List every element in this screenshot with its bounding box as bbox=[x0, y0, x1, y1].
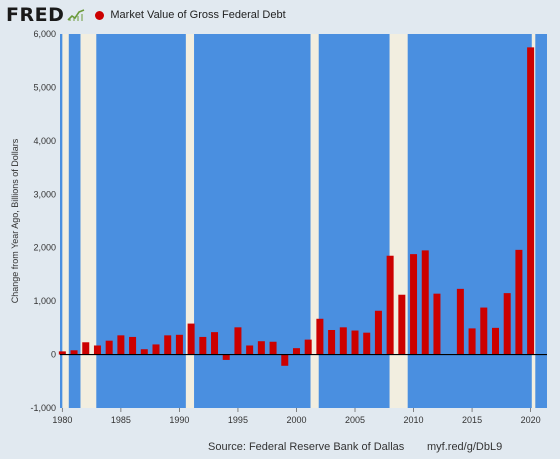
bar[interactable] bbox=[93, 345, 101, 355]
bar[interactable] bbox=[257, 341, 265, 355]
y-axis-label: Change from Year Ago, Billions of Dollar… bbox=[10, 138, 20, 303]
bar[interactable] bbox=[304, 339, 312, 355]
x-tick-label: 2005 bbox=[345, 415, 365, 425]
bar[interactable] bbox=[199, 336, 207, 355]
y-tick-label: 2,000 bbox=[33, 243, 56, 253]
legend-marker-icon bbox=[95, 10, 105, 20]
y-tick-label: -1,000 bbox=[30, 403, 56, 413]
x-tick-label: 2015 bbox=[462, 415, 482, 425]
y-tick-label: 3,000 bbox=[33, 189, 56, 199]
x-tick-label: 2000 bbox=[286, 415, 306, 425]
bar[interactable] bbox=[187, 323, 195, 355]
bar[interactable] bbox=[363, 332, 371, 355]
bar[interactable] bbox=[246, 345, 254, 355]
bar[interactable] bbox=[374, 310, 382, 355]
y-tick-label: 6,000 bbox=[33, 29, 56, 39]
bar[interactable] bbox=[152, 344, 160, 355]
x-axis-ticks: 1980 1985 1990 1995 2000 2005 2010 2015 2020 bbox=[52, 408, 541, 425]
bar[interactable] bbox=[328, 329, 336, 355]
bar[interactable] bbox=[140, 349, 148, 355]
bar[interactable] bbox=[211, 332, 219, 355]
bar[interactable] bbox=[316, 318, 324, 355]
x-tick-label: 1980 bbox=[52, 415, 72, 425]
trend-line-icon bbox=[67, 9, 85, 21]
bar[interactable] bbox=[82, 342, 90, 355]
source-note: Source: Federal Reserve Bank of Dallas bbox=[208, 441, 405, 453]
short-url-link[interactable]: myf.red/g/DbL9 bbox=[427, 441, 503, 453]
bar[interactable] bbox=[351, 330, 359, 355]
bar[interactable] bbox=[527, 47, 535, 355]
recession-band bbox=[62, 34, 69, 408]
recession-band bbox=[80, 34, 97, 408]
chart-header: FRED Market Value of Gross Federal Debt bbox=[6, 4, 286, 26]
x-tick-label: 1985 bbox=[111, 415, 131, 425]
fred-logo[interactable]: FRED bbox=[6, 4, 65, 26]
bar[interactable] bbox=[175, 334, 183, 355]
y-tick-label: 1,000 bbox=[33, 296, 56, 306]
bar[interactable] bbox=[58, 351, 66, 355]
bar[interactable] bbox=[222, 354, 230, 360]
x-tick-label: 1995 bbox=[228, 415, 248, 425]
bar[interactable] bbox=[386, 255, 394, 355]
bar[interactable] bbox=[292, 348, 300, 355]
chart-legend: Market Value of Gross Federal Debt bbox=[95, 9, 286, 21]
x-tick-label: 2020 bbox=[521, 415, 541, 425]
bar[interactable] bbox=[129, 336, 137, 355]
bar[interactable] bbox=[281, 354, 289, 366]
bar[interactable] bbox=[269, 341, 277, 355]
bar[interactable] bbox=[480, 307, 488, 355]
recession-band bbox=[185, 34, 195, 408]
bar[interactable] bbox=[105, 340, 113, 355]
bar-series bbox=[58, 47, 535, 366]
recession-band bbox=[310, 34, 319, 408]
x-tick-label: 2010 bbox=[404, 415, 424, 425]
bar[interactable] bbox=[468, 328, 476, 355]
y-axis-ticks: -1,000 0 1,000 2,000 3,000 4,000 5,000 6,000 bbox=[30, 29, 56, 413]
bar[interactable] bbox=[515, 249, 523, 355]
bar[interactable] bbox=[456, 288, 464, 355]
y-tick-label: 4,000 bbox=[33, 136, 56, 146]
bar[interactable] bbox=[421, 250, 429, 355]
bar[interactable] bbox=[491, 327, 499, 355]
y-tick-label: 0 bbox=[51, 350, 56, 360]
plot-area bbox=[60, 34, 547, 408]
y-tick-label: 5,000 bbox=[33, 82, 56, 92]
bar[interactable] bbox=[234, 327, 242, 355]
bar[interactable] bbox=[164, 335, 172, 355]
legend-series-label: Market Value of Gross Federal Debt bbox=[110, 9, 286, 21]
bar[interactable] bbox=[70, 350, 78, 355]
bar[interactable] bbox=[117, 335, 125, 355]
bar[interactable] bbox=[503, 293, 511, 355]
bar[interactable] bbox=[398, 294, 406, 355]
bar[interactable] bbox=[339, 327, 347, 355]
bar[interactable] bbox=[410, 254, 418, 355]
x-tick-label: 1990 bbox=[169, 415, 189, 425]
bar[interactable] bbox=[433, 293, 441, 355]
